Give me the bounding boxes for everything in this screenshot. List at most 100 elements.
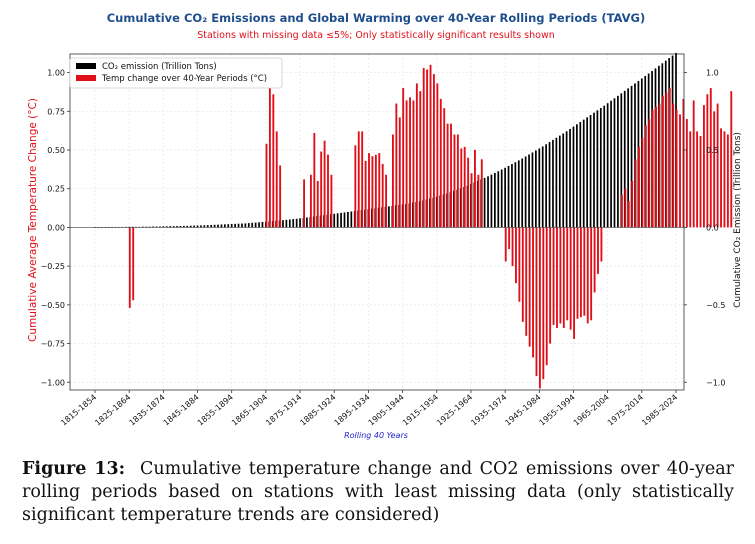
x-tick-label: 1905-1944	[367, 393, 406, 428]
co2-bar	[241, 223, 243, 228]
chart-subtitle: Stations with missing data ≤5%; Only sta…	[197, 30, 555, 41]
co2-bar	[247, 223, 250, 228]
left-tick-label: −0.25	[40, 262, 65, 271]
co2-bar	[292, 219, 295, 228]
temp-bar	[535, 227, 538, 377]
temp-bar	[699, 136, 702, 228]
temp-bar	[474, 150, 476, 228]
right-axis: 1.0 0.5 0.0 −0.5 −1.0	[684, 69, 725, 387]
x-tick-label: 1925-1964	[435, 393, 474, 428]
co2-bar	[487, 176, 489, 228]
temp-bar	[665, 92, 668, 228]
co2-bar	[138, 226, 141, 228]
x-tick-label: 1845-1884	[162, 393, 201, 428]
co2-bar	[500, 169, 503, 228]
co2-bar	[490, 174, 493, 228]
co2-bar	[193, 225, 195, 228]
temp-bar	[402, 88, 405, 228]
temp-bar	[716, 103, 719, 228]
co2-bar	[565, 131, 568, 228]
co2-bar	[613, 98, 616, 228]
left-tick-label: −0.50	[40, 301, 65, 310]
co2-bar	[295, 218, 298, 228]
temp-bar	[426, 69, 429, 228]
x-tick-label: 1935-1974	[469, 393, 508, 428]
y-axis-label-right: Cumulative CO₂ Emission (Trillion Tons)	[733, 132, 743, 308]
temp-bar	[532, 227, 534, 358]
right-tick-label: 0.0	[706, 223, 719, 232]
co2-bar	[179, 226, 182, 228]
temp-bar	[470, 173, 473, 228]
x-axis: 1815-18541825-18641835-18741845-18841855…	[59, 390, 679, 428]
co2-bar	[610, 100, 612, 228]
temp-bar	[354, 145, 357, 228]
temp-bar	[644, 125, 647, 228]
temp-bar	[545, 227, 548, 366]
temp-bar	[419, 91, 422, 228]
temp-bar	[436, 83, 439, 228]
temp-bar	[279, 165, 282, 228]
x-tick-label: 1825-1864	[93, 393, 132, 428]
co2-bar	[579, 121, 582, 228]
temp-bar	[303, 179, 306, 228]
left-tick-label: −1.00	[40, 378, 65, 387]
legend-label-co2: CO₂ emission (Trillion Tons)	[102, 62, 217, 72]
y-axis-label-left: Cumulative Average Temperature Change (°…	[27, 98, 39, 342]
temp-bar	[661, 95, 664, 228]
co2-bar	[545, 144, 547, 228]
temp-bar	[521, 227, 524, 322]
temp-bar	[689, 131, 692, 228]
temp-bar	[730, 91, 733, 228]
temp-bar	[395, 103, 398, 228]
co2-bar	[124, 226, 127, 228]
co2-bar	[569, 128, 571, 228]
temp-bar	[508, 227, 511, 250]
co2-bar	[483, 177, 486, 228]
co2-bar	[224, 224, 226, 228]
x-tick-label: 1945-1984	[503, 393, 542, 428]
temp-bar	[597, 227, 599, 274]
temp-bar	[668, 88, 671, 228]
temp-bar	[378, 153, 381, 228]
co2-bar	[634, 83, 636, 228]
co2-bar	[494, 172, 496, 228]
x-tick-label: 1815-1854	[59, 393, 98, 428]
legend-label-temp: Temp change over 40-Year Periods (°C)	[101, 74, 267, 84]
co2-bar	[511, 164, 513, 228]
temp-bar	[538, 227, 541, 389]
temp-bar	[549, 227, 552, 344]
co2-bar	[531, 152, 534, 228]
co2-bar	[217, 224, 219, 228]
co2-bar	[299, 218, 301, 228]
co2-bar	[220, 224, 223, 228]
temp-bar	[128, 227, 131, 308]
co2-bar	[599, 108, 602, 228]
temp-bar	[439, 98, 442, 228]
temp-series	[128, 64, 733, 389]
chart-title: Cumulative CO₂ Emissions and Global Warm…	[107, 11, 646, 25]
temp-bar	[696, 131, 699, 228]
temp-bar	[542, 227, 545, 380]
x-tick-label: 1885-1924	[298, 393, 337, 428]
temp-bar	[525, 227, 528, 336]
co2-bar	[237, 223, 240, 228]
temp-bar	[480, 159, 483, 228]
co2-bar	[172, 226, 175, 228]
legend-swatch-co2	[76, 63, 96, 69]
co2-bar	[541, 146, 544, 228]
co2-bar	[340, 212, 342, 228]
temp-bar	[132, 227, 135, 301]
co2-bar	[538, 148, 541, 228]
temp-bar	[272, 94, 275, 228]
temp-bar	[634, 159, 637, 228]
left-tick-label: 0.75	[47, 107, 65, 116]
right-tick-label: −1.0	[706, 378, 725, 387]
co2-bar	[555, 137, 558, 228]
temp-bar	[309, 174, 312, 228]
temp-bar	[467, 157, 470, 228]
temp-bar	[265, 143, 268, 228]
co2-bar	[548, 142, 551, 228]
temp-bar	[692, 100, 695, 228]
co2-bar	[186, 225, 189, 228]
co2-bar	[155, 226, 158, 228]
